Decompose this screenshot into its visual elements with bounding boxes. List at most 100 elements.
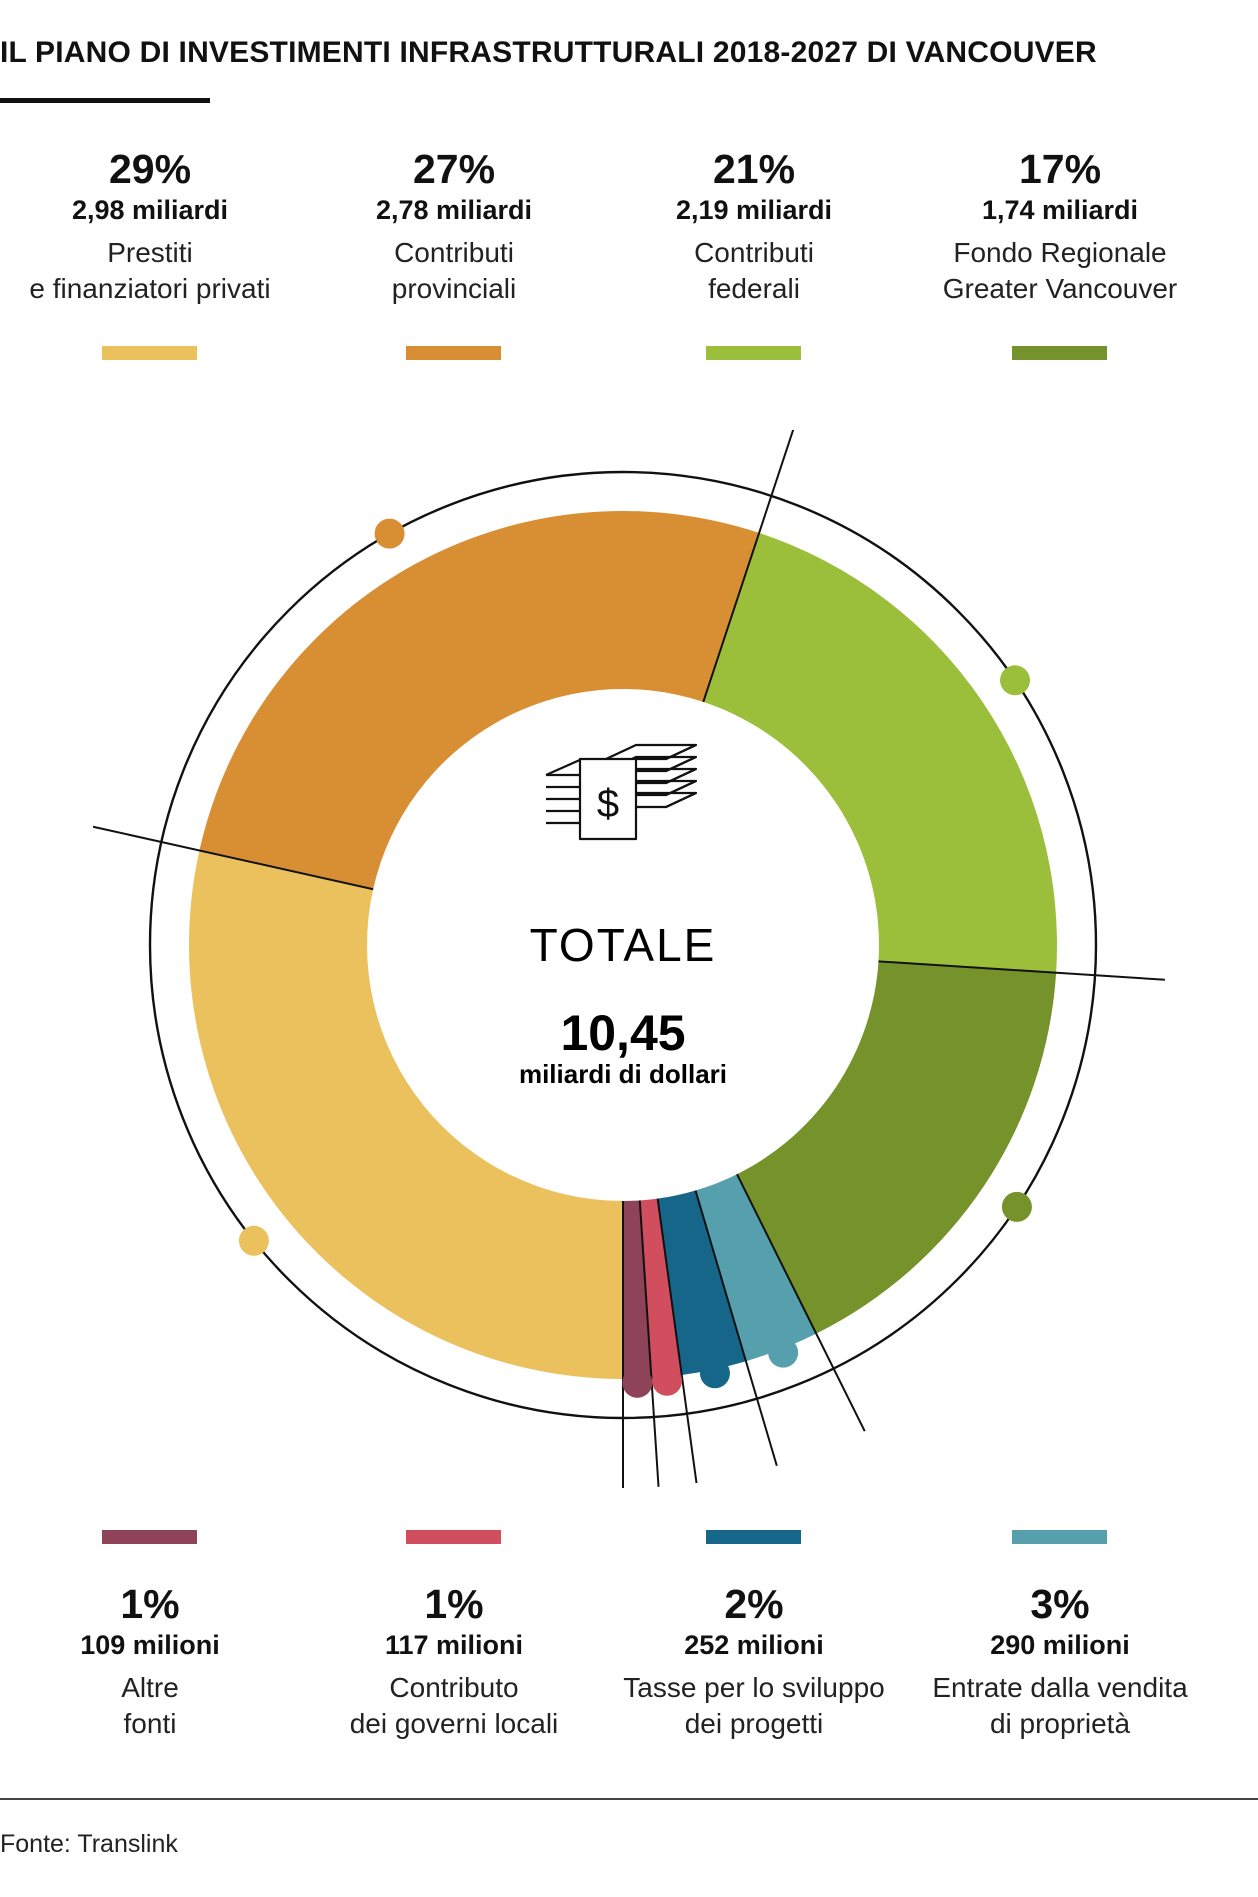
donut-segment-contributo-dei-governi-locali (639, 1198, 682, 1379)
legend-label: Contributi provinciali (304, 235, 604, 307)
legend-item-entrate-dalla-vendita-di-proprieta: 3% 290 milioni Entrate dalla vendita di pro… (910, 1580, 1210, 1742)
legend-amount: 290 milioni (990, 1630, 1130, 1660)
donut-segment-contributi-federali (703, 532, 1057, 973)
legend-amount: 2,19 miliardi (675, 195, 833, 225)
dollar-sign: $ (597, 782, 619, 826)
legend-swatch (706, 346, 801, 360)
donut-segment-fondo-regionale-greater-vancouver (736, 961, 1057, 1334)
banknotes-icon: $ (545, 743, 698, 841)
legend-label: Prestiti e finanziatori privati (0, 235, 300, 307)
legend-label-line: Contributi (394, 237, 514, 268)
bill-edge (545, 757, 583, 777)
legend-percent: 21% (712, 146, 796, 192)
marker-dot-altre-fonti (622, 1367, 653, 1398)
leader-line (92, 825, 374, 891)
legend-percent: 29% (108, 146, 192, 192)
legend-label-line: federali (708, 273, 800, 304)
legend-item-altre-fonti: 1% 109 milioni Altre fonti (0, 1580, 300, 1742)
bill-front (578, 757, 638, 841)
legend-item-contributi-provinciali: 27% 2,78 miliardi Contributi provinciali (304, 145, 604, 307)
marker-dot-fondo-regionale-greater-vancouver (1001, 1191, 1032, 1222)
donut-segment-entrate-dalla-vendita-di-proprieta (695, 1174, 817, 1362)
footer-divider (0, 1798, 1258, 1800)
marker-dot-entrate-dalla-vendita-di-proprieta (768, 1337, 799, 1368)
legend-percent: 1% (120, 1581, 180, 1627)
leader-line (702, 430, 795, 703)
legend-item-tasse-per-lo-sviluppo-dei-progetti: 2% 252 milioni Tasse per lo sviluppo dei pr… (604, 1580, 904, 1742)
center-unit: miliardi di dollari (519, 1059, 727, 1089)
bill-edge (636, 744, 697, 761)
legend-label: Contributo dei governi locali (304, 1670, 604, 1742)
legend-label-line: e finanziatori privati (29, 273, 271, 304)
legend-label: Tasse per lo sviluppo dei progetti (604, 1670, 904, 1742)
legend-label: Altre fonti (0, 1670, 300, 1742)
legend-amount: 252 milioni (684, 1630, 824, 1660)
legend-label-line: Prestiti (107, 237, 193, 268)
donut-segment-contributi-provinciali (199, 511, 760, 890)
legend-swatch (406, 346, 501, 360)
legend-percent: 17% (1018, 146, 1102, 192)
leader-lines (92, 430, 1165, 1488)
legend-amount: 2,78 miliardi (375, 195, 533, 225)
legend-amount: 109 milioni (80, 1630, 220, 1660)
legend-label: Entrate dalla vendita di proprietà (910, 1670, 1210, 1742)
legend-label-line: fonti (123, 1708, 177, 1739)
marker-dot-contributi-provinciali (374, 518, 405, 549)
marker-dot-contributo-dei-governi-locali (652, 1365, 682, 1396)
legend-percent: 3% (1030, 1581, 1090, 1627)
legend-label-line: dei progetti (684, 1708, 824, 1739)
legend-label-line: dei governi locali (349, 1708, 559, 1739)
legend-percent: 1% (424, 1581, 484, 1627)
legend-label: Fondo Regionale Greater Vancouver (910, 235, 1210, 307)
legend-percent: 27% (412, 146, 496, 192)
legend-label-line: Fondo Regionale (953, 237, 1167, 268)
legend-item-contributi-federali: 21% 2,19 miliardi Contributi federali (604, 145, 904, 307)
center-title: TOTALE (530, 919, 717, 971)
legend-amount: 117 milioni (384, 1630, 524, 1660)
legend-item-prestiti-e-finanziatori-privati: 29% 2,98 miliardi Prestiti e finanziatori p… (0, 145, 300, 307)
donut-chart: $ TOTALE 10,45 miliardi di dollari (92, 430, 1165, 1488)
legend-label: Contributi federali (604, 235, 904, 307)
title-underline (0, 98, 210, 103)
legend-swatch (406, 1530, 501, 1544)
bill-edge (636, 756, 697, 773)
leader-line (694, 1190, 778, 1467)
legend-label-line: provinciali (391, 273, 517, 304)
legend-label-line: Tasse per lo sviluppo (623, 1672, 885, 1703)
marker-dot-prestiti-e-finanziatori-privati (238, 1225, 269, 1256)
legend-percent: 2% (724, 1581, 784, 1627)
legend-amount: 1,74 miliardi (981, 195, 1139, 225)
legend-amount: 2,98 miliardi (71, 195, 229, 225)
legend-label-line: Contributi (694, 237, 814, 268)
legend-label-line: Altre (121, 1672, 179, 1703)
donut-segment-altre-fonti (623, 1200, 652, 1379)
source-note: Fonte: Translink (0, 1830, 178, 1858)
legend-label-line: Entrate dalla vendita (932, 1672, 1188, 1703)
legend-swatch (102, 1530, 197, 1544)
legend-item-contributo-dei-governi-locali: 1% 117 milioni Contributo dei governi local… (304, 1580, 604, 1742)
leader-line (638, 1200, 660, 1487)
page-title: IL PIANO DI INVESTIMENTI INFRASTRUTTURAL… (0, 36, 1097, 69)
legend-label-line: di proprietà (989, 1708, 1131, 1739)
leader-line (656, 1198, 698, 1484)
donut-segment-tasse-per-lo-sviluppo-dei-progetti (657, 1190, 746, 1376)
bill-edge (636, 792, 697, 809)
legend-label-line: Greater Vancouver (942, 273, 1178, 304)
bill-edge (636, 780, 697, 797)
leader-line (736, 1173, 866, 1432)
legend-swatch (706, 1530, 801, 1544)
marker-dots (238, 518, 1032, 1398)
legend-swatch (1012, 1530, 1107, 1544)
donut-segment-prestiti-e-finanziatori-privati (188, 850, 624, 1379)
legend-label-line: Contributo (389, 1672, 519, 1703)
marker-dot-tasse-per-lo-sviluppo-dei-progetti (699, 1358, 730, 1389)
leader-line (878, 960, 1165, 981)
bill-edge (636, 768, 697, 785)
legend-swatch (1012, 346, 1107, 360)
center-value: 10,45 (560, 1005, 685, 1061)
marker-dot-contributi-federali (1000, 665, 1031, 696)
legend-swatch (102, 346, 197, 360)
donut-segments (188, 511, 1057, 1379)
legend-item-fondo-regionale-greater-vancouver: 17% 1,74 miliardi Fondo Regionale Greater V… (910, 145, 1210, 307)
